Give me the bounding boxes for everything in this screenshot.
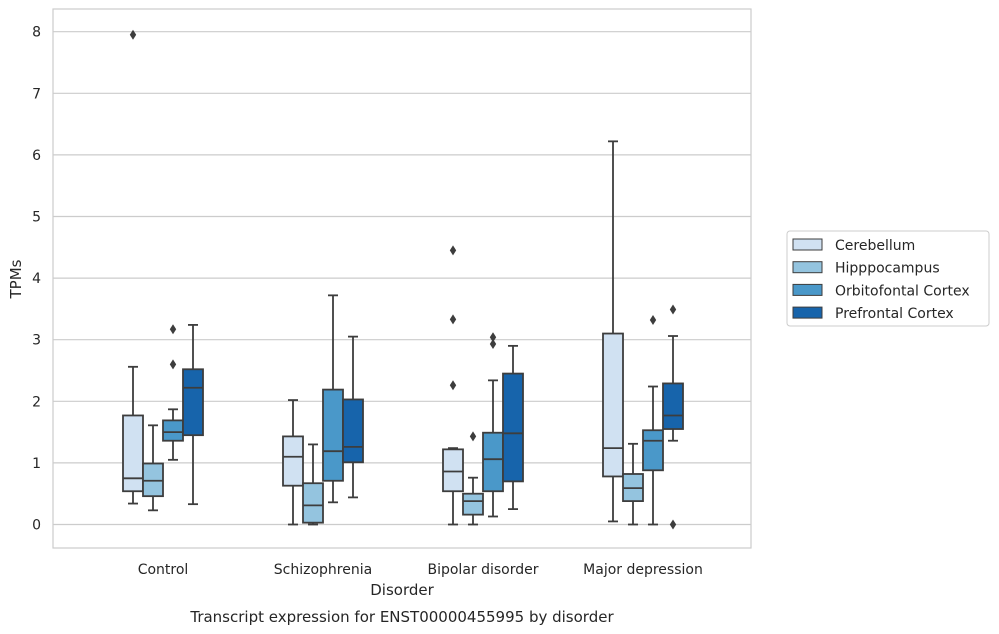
legend-swatch bbox=[792, 261, 823, 274]
outlier-point bbox=[449, 380, 457, 391]
box bbox=[282, 399, 304, 526]
y-tick-label: 5 bbox=[32, 210, 41, 226]
box-series-group bbox=[122, 29, 684, 530]
y-axis-ticks: 0 1 2 3 4 5 6 7 8 bbox=[32, 25, 41, 534]
outlier-point bbox=[469, 431, 477, 442]
box-iqr bbox=[322, 388, 344, 482]
box-iqr bbox=[122, 414, 144, 493]
legend-label: Cerebellum bbox=[835, 238, 915, 254]
chart-title: Transcript expression for ENST0000045599… bbox=[189, 608, 614, 626]
y-tick-label: 2 bbox=[32, 394, 41, 410]
y-gridlines bbox=[53, 31, 751, 526]
y-tick-label: 0 bbox=[32, 518, 41, 534]
box bbox=[642, 314, 664, 526]
box bbox=[502, 344, 524, 511]
box-iqr bbox=[602, 332, 624, 478]
y-tick-label: 1 bbox=[32, 456, 41, 472]
box-iqr bbox=[642, 429, 664, 472]
box-iqr bbox=[502, 372, 524, 483]
legend-swatch bbox=[792, 238, 823, 251]
legend: Cerebellum Hipppocampus Orbitofontal Corte… bbox=[786, 230, 990, 327]
box bbox=[182, 324, 204, 506]
outlier-point bbox=[169, 359, 177, 370]
y-tick-label: 3 bbox=[32, 333, 41, 349]
y-axis-label: TPMs bbox=[7, 259, 25, 299]
box bbox=[662, 304, 684, 530]
box bbox=[302, 443, 324, 526]
x-tick-label: Bipolar disorder bbox=[427, 562, 538, 578]
legend-swatch bbox=[792, 283, 823, 296]
x-tick-label: Major depression bbox=[583, 562, 703, 578]
box-iqr bbox=[302, 482, 324, 524]
box bbox=[602, 140, 624, 523]
box bbox=[462, 431, 484, 526]
legend-label: Orbitofontal Cortex bbox=[835, 283, 970, 299]
x-tick-label: Schizophrenia bbox=[274, 562, 372, 578]
outlier-point bbox=[449, 245, 457, 256]
box bbox=[482, 332, 504, 518]
outlier-point bbox=[489, 332, 497, 343]
plot-area-frame bbox=[52, 8, 752, 549]
legend-label: Hipppocampus bbox=[835, 261, 940, 277]
x-tick-label: Control bbox=[138, 562, 189, 578]
legend-swatch bbox=[792, 306, 823, 319]
x-axis-ticks: Control Schizophrenia Bipolar disorder Majo… bbox=[138, 562, 703, 578]
box-iqr bbox=[342, 398, 364, 464]
box bbox=[442, 245, 464, 526]
y-tick-label: 4 bbox=[32, 271, 41, 287]
legend-frame bbox=[786, 230, 990, 327]
box-iqr bbox=[182, 368, 204, 437]
box-iqr bbox=[282, 435, 304, 487]
box bbox=[162, 324, 184, 461]
box bbox=[622, 442, 644, 526]
outlier-point bbox=[129, 29, 137, 40]
box bbox=[322, 294, 344, 504]
box-iqr bbox=[162, 419, 184, 442]
outlier-point bbox=[489, 339, 497, 350]
legend-label: Prefrontal Cortex bbox=[835, 306, 954, 322]
outlier-point bbox=[169, 324, 177, 335]
box bbox=[122, 29, 144, 505]
x-axis-label: Disorder bbox=[370, 581, 434, 599]
outlier-point bbox=[669, 304, 677, 315]
box-iqr bbox=[662, 382, 684, 430]
outlier-point bbox=[649, 314, 657, 325]
outlier-point bbox=[449, 314, 457, 325]
box-iqr bbox=[482, 431, 504, 493]
box-iqr bbox=[462, 492, 484, 516]
outlier-point bbox=[669, 519, 677, 530]
y-tick-label: 6 bbox=[32, 148, 41, 164]
box-iqr bbox=[142, 462, 164, 498]
y-tick-label: 7 bbox=[32, 86, 41, 102]
y-tick-label: 8 bbox=[32, 25, 41, 41]
box bbox=[342, 335, 364, 499]
box-iqr bbox=[442, 448, 464, 493]
box bbox=[142, 424, 164, 512]
